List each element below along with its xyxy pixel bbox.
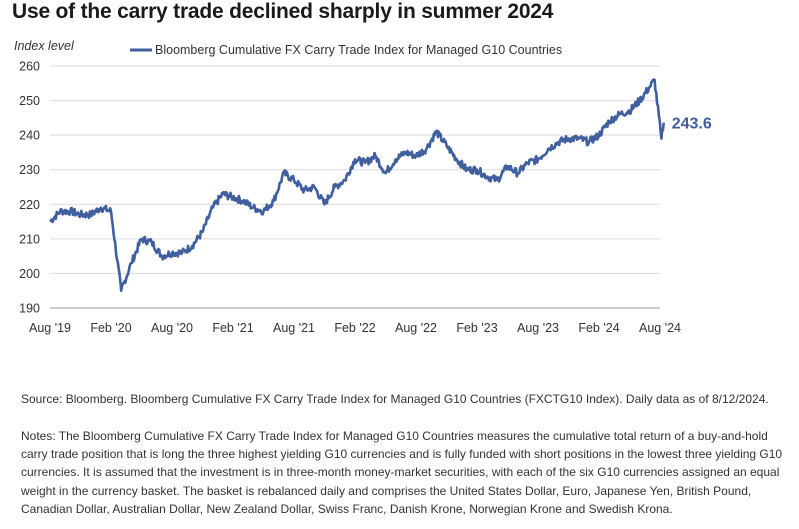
x-axis-tick-labels: Aug '19 Feb '20 Aug '20 Feb '21 Aug '21 Feb '… [29, 321, 681, 335]
x-tick-label: Feb '20 [90, 321, 131, 335]
y-tick-label: 260 [19, 60, 40, 74]
legend-label: Bloomberg Cumulative FX Carry Trade Inde… [155, 43, 562, 57]
x-tick-label: Aug '21 [273, 321, 315, 335]
y-axis-label: Index level [14, 39, 75, 53]
y-axis-tick-labels: 190 200 210 220 230 240 250 260 [19, 60, 40, 316]
y-tick-label: 220 [19, 198, 40, 212]
x-tick-label: Aug '19 [29, 321, 71, 335]
x-tick-label: Feb '24 [578, 321, 619, 335]
end-value-label: 243.6 [672, 116, 712, 133]
x-tick-label: Aug '22 [395, 321, 437, 335]
y-tick-label: 250 [19, 94, 40, 108]
y-tick-label: 210 [19, 232, 40, 246]
y-tick-label: 200 [19, 267, 40, 281]
x-tick-label: Feb '23 [456, 321, 497, 335]
source-note: Source: Bloomberg. Bloomberg Cumulative … [21, 392, 769, 406]
x-tick-label: Feb '21 [212, 321, 253, 335]
x-tick-label: Feb '22 [334, 321, 375, 335]
page-title: Use of the carry trade declined sharply … [12, 0, 554, 23]
legend: Bloomberg Cumulative FX Carry Trade Inde… [130, 43, 562, 57]
notes-text: Notes: The Bloomberg Cumulative FX Carry… [21, 429, 783, 516]
gridlines [50, 65, 660, 309]
y-tick-label: 190 [19, 302, 40, 316]
y-tick-label: 230 [19, 163, 40, 177]
y-tick-label: 240 [19, 129, 40, 143]
x-tick-label: Aug '23 [517, 321, 559, 335]
x-tick-label: Aug '20 [151, 321, 193, 335]
series-line [49, 78, 665, 292]
x-tick-label: Aug '24 [639, 321, 681, 335]
